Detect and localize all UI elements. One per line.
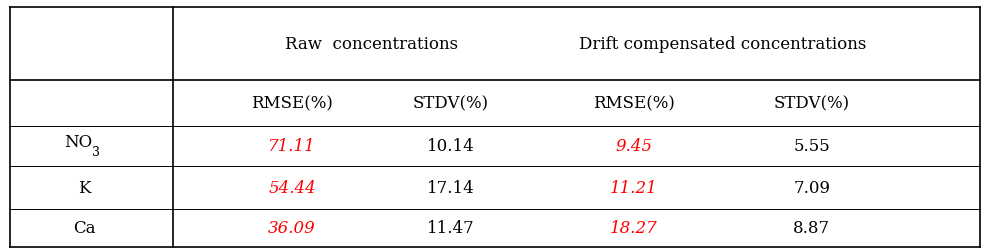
Text: 9.45: 9.45: [615, 138, 652, 155]
Text: STDV(%): STDV(%): [413, 95, 488, 112]
Text: 8.87: 8.87: [793, 219, 831, 237]
Text: RMSE(%): RMSE(%): [593, 95, 674, 112]
Text: Ca: Ca: [73, 219, 95, 237]
Text: 5.55: 5.55: [793, 138, 831, 155]
Text: 11.47: 11.47: [427, 219, 474, 237]
Text: 10.14: 10.14: [427, 138, 474, 155]
Text: Drift compensated concentrations: Drift compensated concentrations: [579, 36, 866, 53]
Text: 36.09: 36.09: [268, 219, 316, 237]
Text: 18.27: 18.27: [610, 219, 657, 237]
Text: STDV(%): STDV(%): [774, 95, 849, 112]
Text: 11.21: 11.21: [610, 179, 657, 196]
Text: RMSE(%): RMSE(%): [251, 95, 333, 112]
Text: 17.14: 17.14: [427, 179, 474, 196]
Text: 7.09: 7.09: [793, 179, 831, 196]
Text: 71.11: 71.11: [268, 138, 316, 155]
Text: Raw  concentrations: Raw concentrations: [285, 36, 457, 53]
Text: 3: 3: [92, 145, 100, 158]
Text: NO: NO: [64, 133, 92, 150]
Text: K: K: [78, 179, 90, 196]
Text: 54.44: 54.44: [268, 179, 316, 196]
